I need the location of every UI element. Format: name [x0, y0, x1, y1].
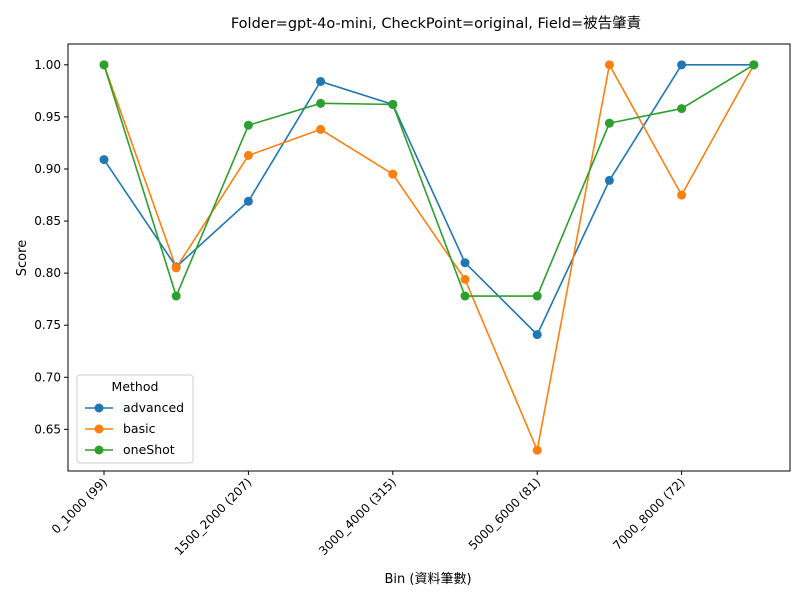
data-point — [460, 258, 470, 268]
legend-item-advanced: advanced — [85, 400, 184, 415]
data-point — [604, 175, 614, 185]
axes: 0.65 0.70 0.75 0.80 0.85 0.90 0.95 1.00 0_1000 (… — [34, 43, 791, 558]
legend-label: basic — [123, 421, 156, 436]
y-tick-label: 0.90 — [34, 162, 61, 176]
series-basic — [99, 60, 759, 455]
legend-swatch-marker — [94, 403, 104, 413]
data-point — [243, 196, 253, 206]
data-point — [749, 60, 759, 70]
data-point — [677, 190, 687, 200]
x-axis-label: Bin (資料筆數) — [384, 572, 471, 587]
data-point — [460, 274, 470, 284]
x-tick-label: 0_1000 (99) — [49, 475, 110, 536]
data-point — [460, 291, 470, 301]
legend-frame — [76, 374, 194, 464]
data-point — [243, 120, 253, 130]
legend-item-oneShot: oneShot — [85, 442, 175, 457]
x-tick-label: 3000_4000 (315) — [316, 475, 399, 558]
series-layer — [99, 60, 759, 455]
series-line-advanced — [103, 64, 754, 336]
data-point — [316, 124, 326, 134]
y-tick-label: 1.00 — [34, 58, 61, 72]
legend-swatch-marker — [94, 445, 104, 455]
y-tick-label: 0.85 — [34, 214, 61, 228]
y-tick-label: 0.65 — [34, 422, 61, 436]
y-tick-label: 0.75 — [34, 318, 61, 332]
data-point — [677, 60, 687, 70]
data-point — [677, 104, 687, 114]
y-axis-label: Score — [15, 240, 30, 276]
data-point — [532, 445, 542, 455]
x-tick-label: 7000_8000 (72) — [610, 475, 687, 552]
data-point — [243, 150, 253, 160]
data-point — [604, 60, 614, 70]
data-point — [388, 169, 398, 179]
data-point — [532, 291, 542, 301]
series-oneShot — [99, 60, 759, 301]
plot-frame — [67, 43, 791, 472]
data-point — [99, 60, 109, 70]
chart-title: Folder=gpt-4o-mini, CheckPoint=original,… — [231, 15, 641, 32]
legend-label: advanced — [123, 400, 184, 415]
legend: Method advanced basic oneShot — [76, 374, 194, 464]
data-point — [316, 98, 326, 108]
y-tick-label: 0.70 — [34, 370, 61, 384]
legend-label: oneShot — [123, 442, 175, 457]
data-point — [171, 291, 181, 301]
data-point — [388, 99, 398, 109]
data-point — [316, 76, 326, 86]
legend-item-basic: basic — [85, 421, 156, 436]
data-point — [604, 118, 614, 128]
data-point — [99, 155, 109, 165]
legend-title: Method — [112, 379, 159, 394]
x-tick-label: 1500_2000 (207) — [172, 475, 255, 558]
data-point — [171, 263, 181, 273]
y-tick-label: 0.95 — [34, 110, 61, 124]
series-line-basic — [103, 62, 755, 453]
series-line-oneShot — [103, 64, 755, 299]
y-tick-label: 0.80 — [34, 266, 61, 280]
x-tick-label: 5000_6000 (81) — [466, 475, 543, 552]
legend-swatch-marker — [94, 424, 104, 434]
data-point — [532, 330, 542, 340]
